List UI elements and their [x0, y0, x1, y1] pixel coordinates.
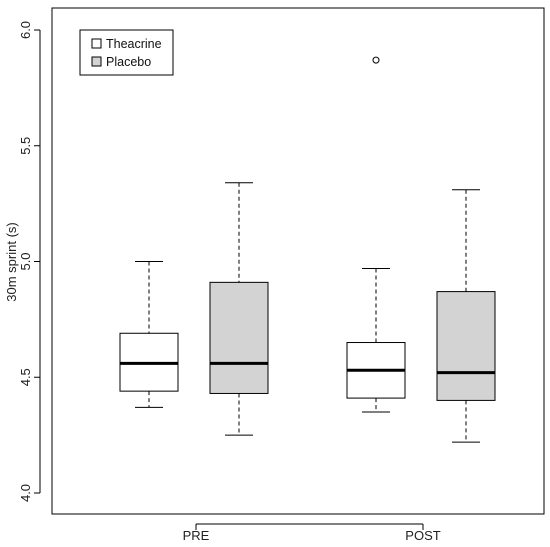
box-placebo-pre — [209, 182, 269, 436]
legend-swatch-placebo — [91, 56, 102, 67]
box-placebo-post — [436, 189, 496, 443]
legend: Theacrine Placebo — [79, 29, 174, 76]
y-axis: 4.0 4.5 5.0 5.5 6.0 30m sprint (s) — [4, 21, 41, 502]
x-tick-label: PRE — [183, 528, 210, 543]
x-ticks: PRE POST — [183, 524, 441, 543]
y-tick-label: 6.0 — [18, 21, 33, 39]
y-axis-title: 30m sprint (s) — [4, 222, 19, 301]
x-axis: PRE POST — [183, 523, 441, 543]
outlier-point — [372, 56, 380, 64]
box-theacrine-pre — [119, 261, 179, 408]
legend-swatch-theacrine — [91, 38, 102, 49]
y-ticks: 4.0 4.5 5.0 5.5 6.0 — [18, 21, 40, 502]
y-tick-label: 4.0 — [18, 484, 33, 502]
legend-frame — [79, 29, 174, 76]
x-tick-label: POST — [405, 528, 440, 543]
y-tick-label: 5.5 — [18, 137, 33, 155]
legend-label-theacrine: Theacrine — [106, 37, 162, 51]
box-iqr — [436, 291, 496, 401]
legend-label-placebo: Placebo — [106, 55, 151, 69]
box-theacrine-post — [346, 56, 406, 413]
boxes-layer — [119, 56, 496, 443]
y-tick-label: 5.0 — [18, 252, 33, 270]
y-tick-label: 4.5 — [18, 368, 33, 386]
box-iqr — [209, 281, 269, 394]
plot-frame — [51, 7, 545, 515]
